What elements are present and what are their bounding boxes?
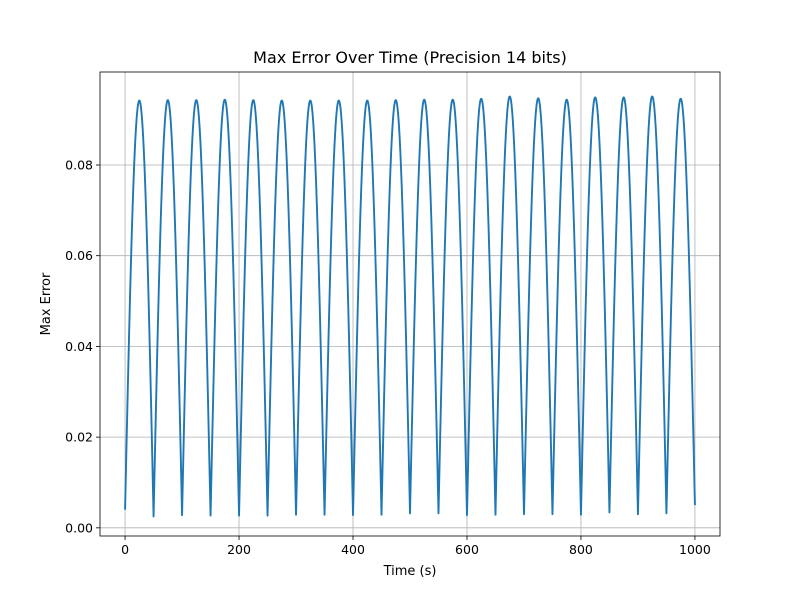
- y-tick-label: 0.04: [65, 339, 93, 354]
- x-axis-ticks: 0 200 400 600 800 1000: [121, 536, 711, 557]
- y-tick-label: 0.02: [65, 430, 93, 445]
- x-tick-label: 200: [227, 542, 251, 557]
- max-error-series-line: [124, 95, 696, 518]
- x-tick-label: 1000: [679, 542, 711, 557]
- series-group: [124, 95, 696, 518]
- y-tick-label: 0.06: [65, 248, 93, 263]
- grid-lines: [100, 72, 720, 536]
- x-tick-label: 0: [121, 542, 129, 557]
- x-tick-label: 800: [569, 542, 593, 557]
- chart-title: Max Error Over Time (Precision 14 bits): [253, 48, 567, 67]
- y-tick-label: 0.00: [65, 520, 93, 535]
- axes-frame: [99, 71, 721, 537]
- x-axis-label: Time (s): [383, 564, 437, 579]
- x-tick-label: 600: [455, 542, 479, 557]
- x-tick-label: 400: [341, 542, 365, 557]
- y-tick-label: 0.08: [65, 157, 93, 172]
- y-axis-label: Max Error: [39, 272, 54, 335]
- y-axis-ticks: 0.00 0.02 0.04 0.06 0.08: [65, 157, 100, 535]
